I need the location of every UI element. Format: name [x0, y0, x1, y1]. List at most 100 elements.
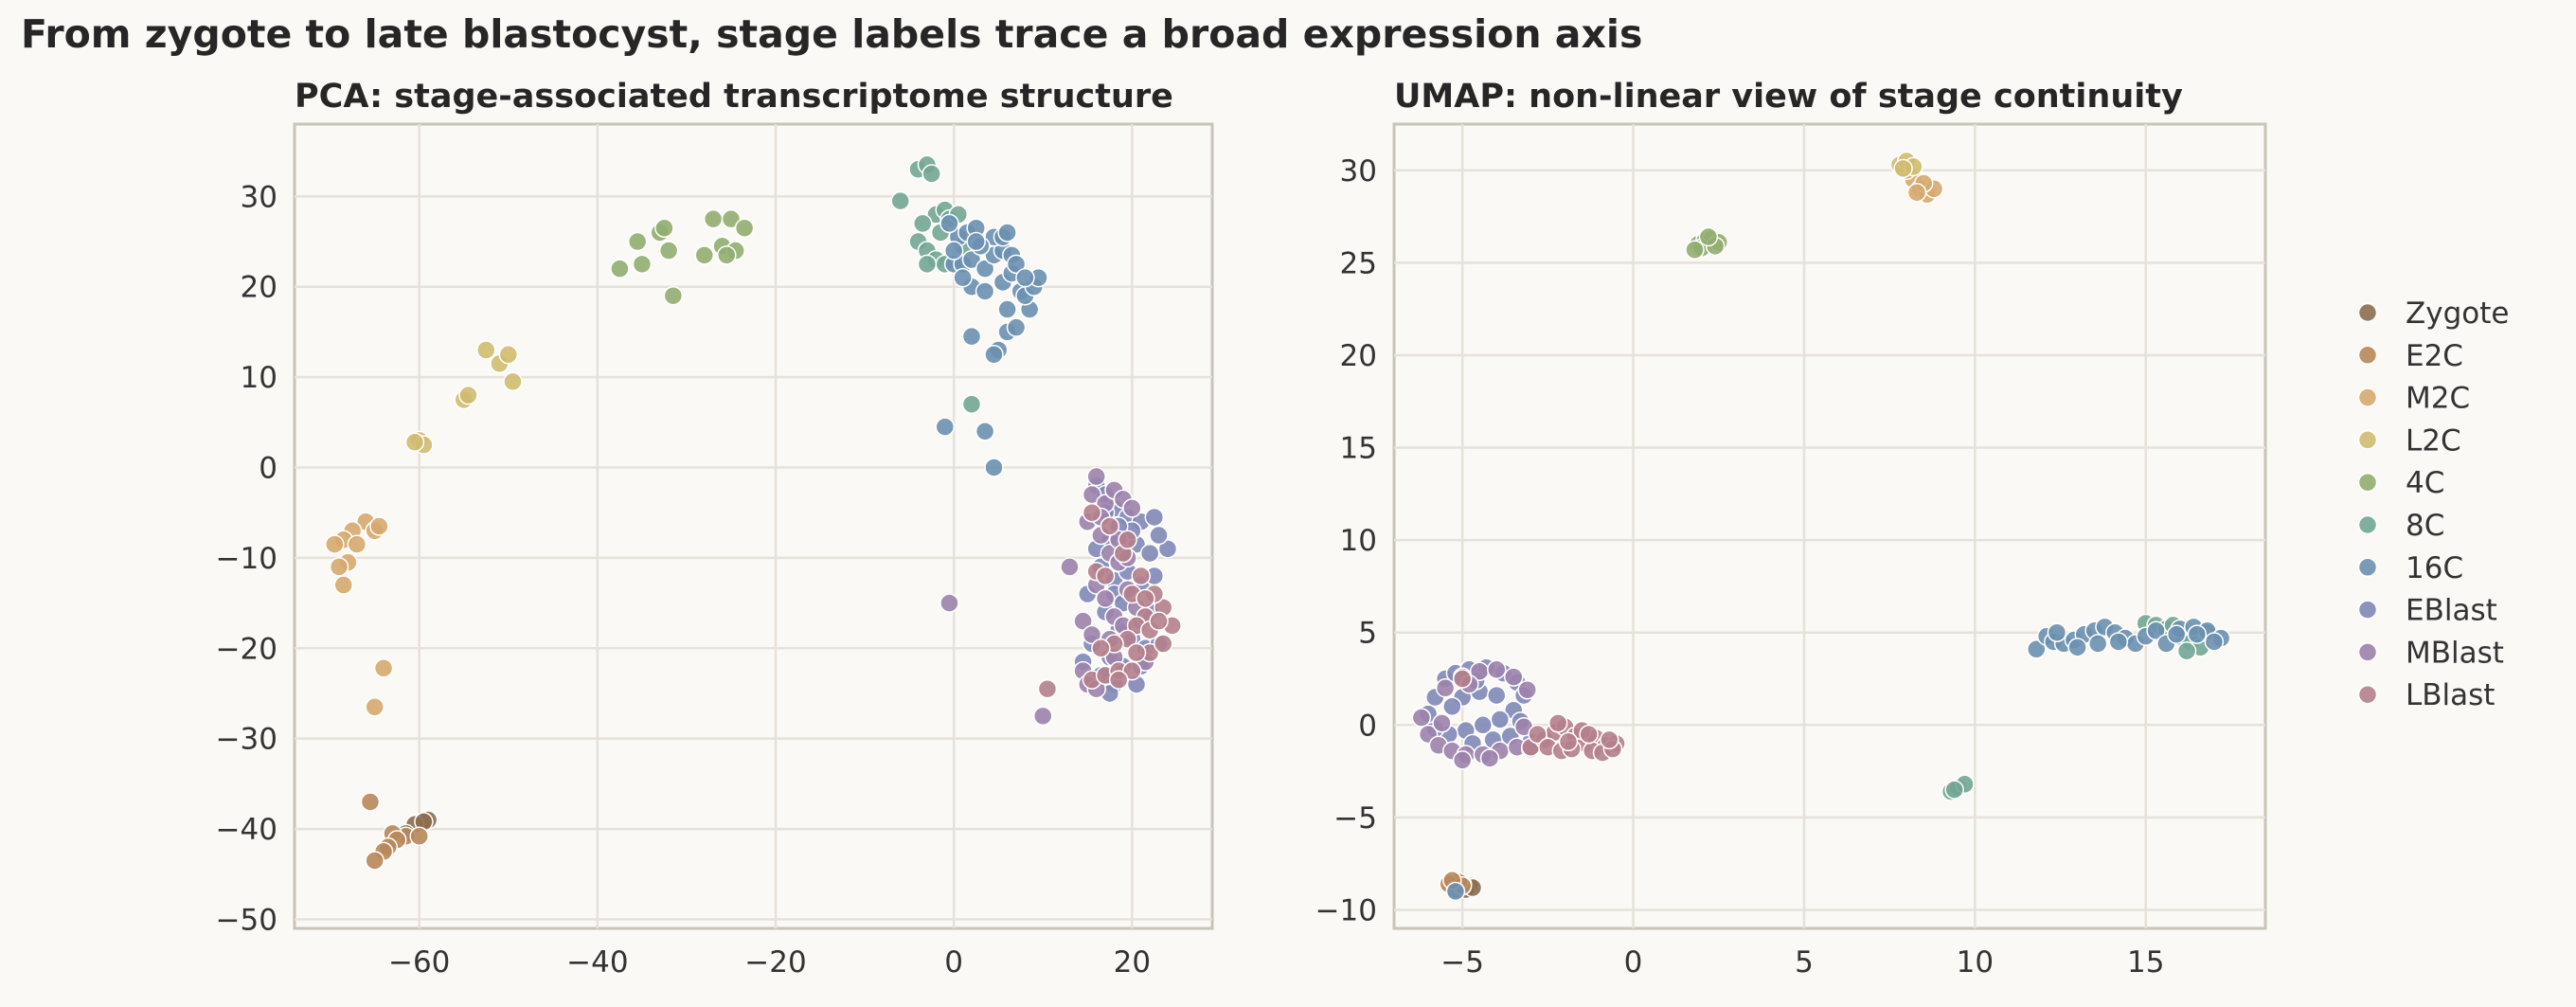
umap-ytick-label: 25 [1340, 246, 1377, 280]
legend-marker-16c [2357, 557, 2378, 578]
umap-point-lblast [1600, 729, 1619, 750]
pca-point-mblast [1086, 466, 1106, 487]
pca-ytick-label: −20 [216, 632, 277, 666]
legend-marker-eblast [2357, 600, 2378, 620]
pca-point-e2c [365, 851, 385, 871]
umap-point-8c [1944, 780, 1964, 800]
umap-point-mblast [1517, 679, 1537, 700]
pca-point-lblast [1095, 566, 1116, 586]
legend-label-l2c: L2C [2406, 423, 2461, 458]
pca-point-eblast [1144, 507, 1165, 528]
pca-point-mblast [1060, 557, 1080, 577]
umap-point-lblast [1547, 713, 1568, 733]
pca-point-lblast [1136, 588, 1155, 609]
umap-point-m2c [1906, 182, 1927, 203]
umap-point-16c [2108, 632, 2129, 652]
umap-xtick-label: 10 [1957, 945, 1994, 980]
umap-ytick-label: 5 [1358, 617, 1377, 651]
pca-xtick-label: −60 [388, 945, 450, 980]
pca-point-lblast [1082, 502, 1102, 523]
umap-point-16c [2087, 634, 2108, 654]
umap-panel: −5 0 5 10 15 30 25 20 15 10 5 0 −5 −10 UMAP: non-line… [1315, 78, 2267, 980]
pca-point-8c [890, 190, 910, 211]
umap-point-lblast [1528, 724, 1547, 745]
pca-point-16c [997, 223, 1017, 243]
umap-point-16c [1445, 881, 1466, 902]
umap-xtick-label: 5 [1795, 945, 1814, 980]
pca-point-e2c [409, 826, 429, 846]
pca-point-4c [721, 208, 742, 229]
legend-marker-8c [2357, 514, 2378, 535]
pca-point-16c [975, 422, 995, 441]
pca-point-16c [961, 249, 982, 270]
legend: Zygote E2C M2C L2C 4C 8C 16C EBlast MBlast LBlast [2357, 297, 2509, 712]
umap-point-16c [2047, 622, 2067, 642]
legend-marker-4c [2357, 472, 2378, 493]
pca-point-4c [694, 245, 715, 265]
pca-ytick-label: −50 [216, 903, 277, 937]
legend-marker-m2c [2357, 387, 2378, 407]
umap-grid [1394, 124, 2265, 928]
pca-point-4c [658, 241, 679, 261]
pca-point-4c [717, 245, 737, 265]
umap-point-eblast [1473, 715, 1494, 735]
pca-point-lblast [1108, 670, 1129, 690]
pca-point-e2c [360, 792, 381, 812]
pca-point-m2c [365, 697, 385, 717]
umap-point-mblast [1479, 748, 1500, 768]
umap-point-eblast [1486, 685, 1507, 706]
umap-ytick-label: 30 [1340, 154, 1377, 189]
pca-point-m2c [325, 534, 345, 554]
umap-point-16c [2187, 624, 2208, 644]
pca-point-8c [921, 164, 941, 184]
pca-xtick-label: 20 [1114, 945, 1151, 980]
legend-label-8c: 8C [2406, 509, 2444, 543]
umap-point-16c [2027, 639, 2047, 659]
umap-point-mblast [1452, 750, 1473, 770]
legend-label-zygote: Zygote [2406, 297, 2509, 331]
pca-xtick-label: −40 [566, 945, 628, 980]
pca-point-16c [1015, 267, 1035, 288]
pca-point-8c [917, 254, 938, 275]
pca-point-4c [654, 218, 674, 238]
umap-plot-area [1392, 122, 2267, 930]
umap-point-mblast [1504, 667, 1524, 687]
pca-ticks: −60 −40 −20 0 20 30 20 10 0 −10 −20 −30 −40 −50 [216, 180, 1151, 980]
legend-marker-lblast [2357, 684, 2378, 705]
pca-point-l2c [503, 371, 523, 392]
pca-ytick-label: 10 [241, 361, 277, 395]
umap-point-mblast [1435, 678, 1456, 698]
pca-point-lblast [1149, 611, 1169, 631]
pca-point-m2c [373, 658, 394, 678]
pca-point-eblast [1149, 525, 1169, 546]
pca-title: PCA: stage-associated transcriptome stru… [295, 78, 1173, 116]
umap-point-16c [2204, 632, 2225, 652]
pca-point-16c [939, 213, 959, 234]
umap-ytick-label: 20 [1340, 339, 1377, 373]
umap-point-4c [1685, 240, 1705, 260]
legend-label-eblast: EBlast [2406, 594, 2497, 628]
pca-point-m2c [369, 516, 389, 536]
pca-point-16c [966, 231, 986, 252]
pca-point-16c [975, 281, 995, 301]
umap-xtick-label: 0 [1624, 945, 1643, 980]
pca-point-eblast [1157, 539, 1178, 559]
umap-xtick-label: 15 [2127, 945, 2164, 980]
legend-marker-zygote [2357, 302, 2378, 323]
umap-point-16c [2067, 638, 2087, 657]
pca-point-l2c [476, 340, 496, 360]
legend-label-4c: 4C [2406, 466, 2444, 500]
pca-point-4c [632, 254, 653, 275]
pca-panel: −60 −40 −20 0 20 30 20 10 0 −10 −20 −30 −40 −50 PCA: … [216, 78, 1214, 980]
pca-point-16c [935, 417, 956, 437]
umap-point-lblast [1558, 731, 1579, 752]
pca-point-16c [943, 241, 964, 261]
pca-point-mblast [1033, 706, 1053, 727]
pca-point-mblast [1082, 624, 1102, 645]
pca-point-16c [1006, 254, 1027, 275]
pca-point-l2c [404, 432, 425, 453]
pca-ytick-label: −10 [216, 542, 277, 576]
umap-title: UMAP: non-linear view of stage continuit… [1394, 78, 2183, 116]
pca-point-16c [953, 267, 973, 288]
